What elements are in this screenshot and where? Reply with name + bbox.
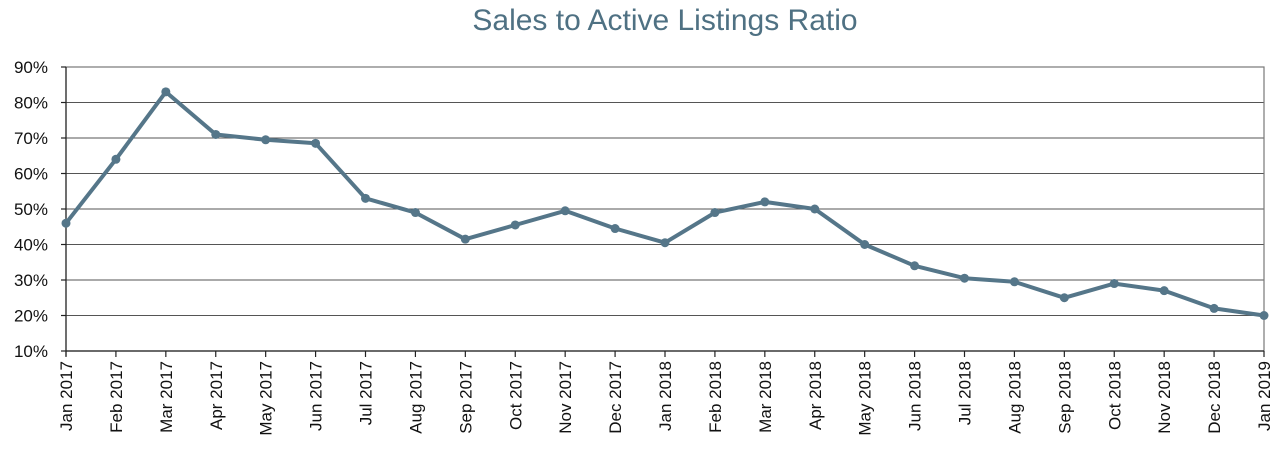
grid-lines [66, 102, 1264, 316]
x-tick-label: Mar 2017 [157, 361, 176, 433]
data-point [410, 208, 420, 218]
y-tick-label: 70% [14, 129, 48, 148]
x-tick-label: Jan 2019 [1255, 361, 1274, 431]
x-tick-label: Sep 2017 [456, 361, 475, 434]
y-tick-label: 50% [14, 200, 48, 219]
x-tick-label: Jul 2017 [357, 361, 376, 425]
x-tick-label: Apr 2017 [207, 361, 226, 430]
x-tick-label: Jul 2018 [956, 361, 975, 425]
data-point [1159, 286, 1169, 296]
x-tick-label: Dec 2018 [1205, 361, 1224, 434]
y-axis-tick-labels: 10% 20% 30% 40% 50% 60% 70% 80% 90% [14, 58, 48, 361]
y-tick-label: 80% [14, 94, 48, 113]
x-tick-label: Feb 2018 [706, 361, 725, 433]
data-point [510, 220, 520, 230]
y-tick-label: 40% [14, 236, 48, 255]
x-tick-label: Jan 2017 [57, 361, 76, 431]
y-tick-label: 90% [14, 58, 48, 77]
x-tick-label: Jun 2018 [906, 361, 925, 431]
x-tick-label: Sep 2018 [1055, 361, 1074, 434]
x-tick-label: Nov 2017 [556, 361, 575, 434]
y-tick-label: 20% [14, 307, 48, 326]
x-tick-label: Aug 2017 [406, 361, 425, 434]
x-tick-label: Oct 2017 [506, 361, 525, 430]
data-point [810, 204, 820, 214]
data-point [1009, 277, 1019, 287]
data-point [1259, 311, 1269, 320]
x-tick-label: Oct 2018 [1105, 361, 1124, 430]
data-point [710, 208, 720, 218]
chart-title: Sales to Active Listings Ratio [472, 4, 857, 37]
x-tick-label: May 2017 [257, 361, 276, 436]
data-point [610, 224, 620, 234]
data-point [61, 218, 71, 228]
data-point [660, 238, 670, 248]
series-layer [61, 87, 1269, 320]
axes [61, 66, 1265, 357]
data-point [460, 234, 470, 244]
data-point [161, 87, 171, 97]
x-tick-label: Feb 2017 [107, 361, 126, 433]
x-tick-label: Jan 2018 [656, 361, 675, 431]
data-point [860, 240, 870, 249]
data-point [960, 273, 969, 283]
x-tick-label: Apr 2018 [806, 361, 825, 430]
y-tick-label: 60% [14, 165, 48, 184]
data-point [211, 129, 221, 139]
x-tick-label: Aug 2018 [1005, 361, 1024, 434]
data-point [261, 135, 271, 145]
x-tick-label: Nov 2018 [1155, 361, 1174, 434]
x-axis-tick-labels: Jan 2017 Feb 2017 Mar 2017 Apr 2017 May 2017… [57, 361, 1274, 436]
data-point [361, 193, 370, 203]
data-point [1209, 303, 1219, 313]
data-point [311, 138, 321, 148]
x-tick-label: Dec 2017 [606, 361, 625, 434]
data-point [560, 206, 570, 216]
y-tick-label: 30% [14, 271, 48, 290]
x-tick-label: Jun 2017 [307, 361, 326, 431]
data-point [910, 261, 920, 271]
data-point [1109, 279, 1119, 289]
data-point [111, 154, 121, 164]
series-line [64, 89, 1266, 318]
x-tick-label: Mar 2018 [756, 361, 775, 433]
y-tick-label: 10% [14, 342, 48, 361]
x-tick-label: May 2018 [856, 361, 875, 436]
data-point [1059, 293, 1069, 303]
data-point [760, 197, 770, 207]
